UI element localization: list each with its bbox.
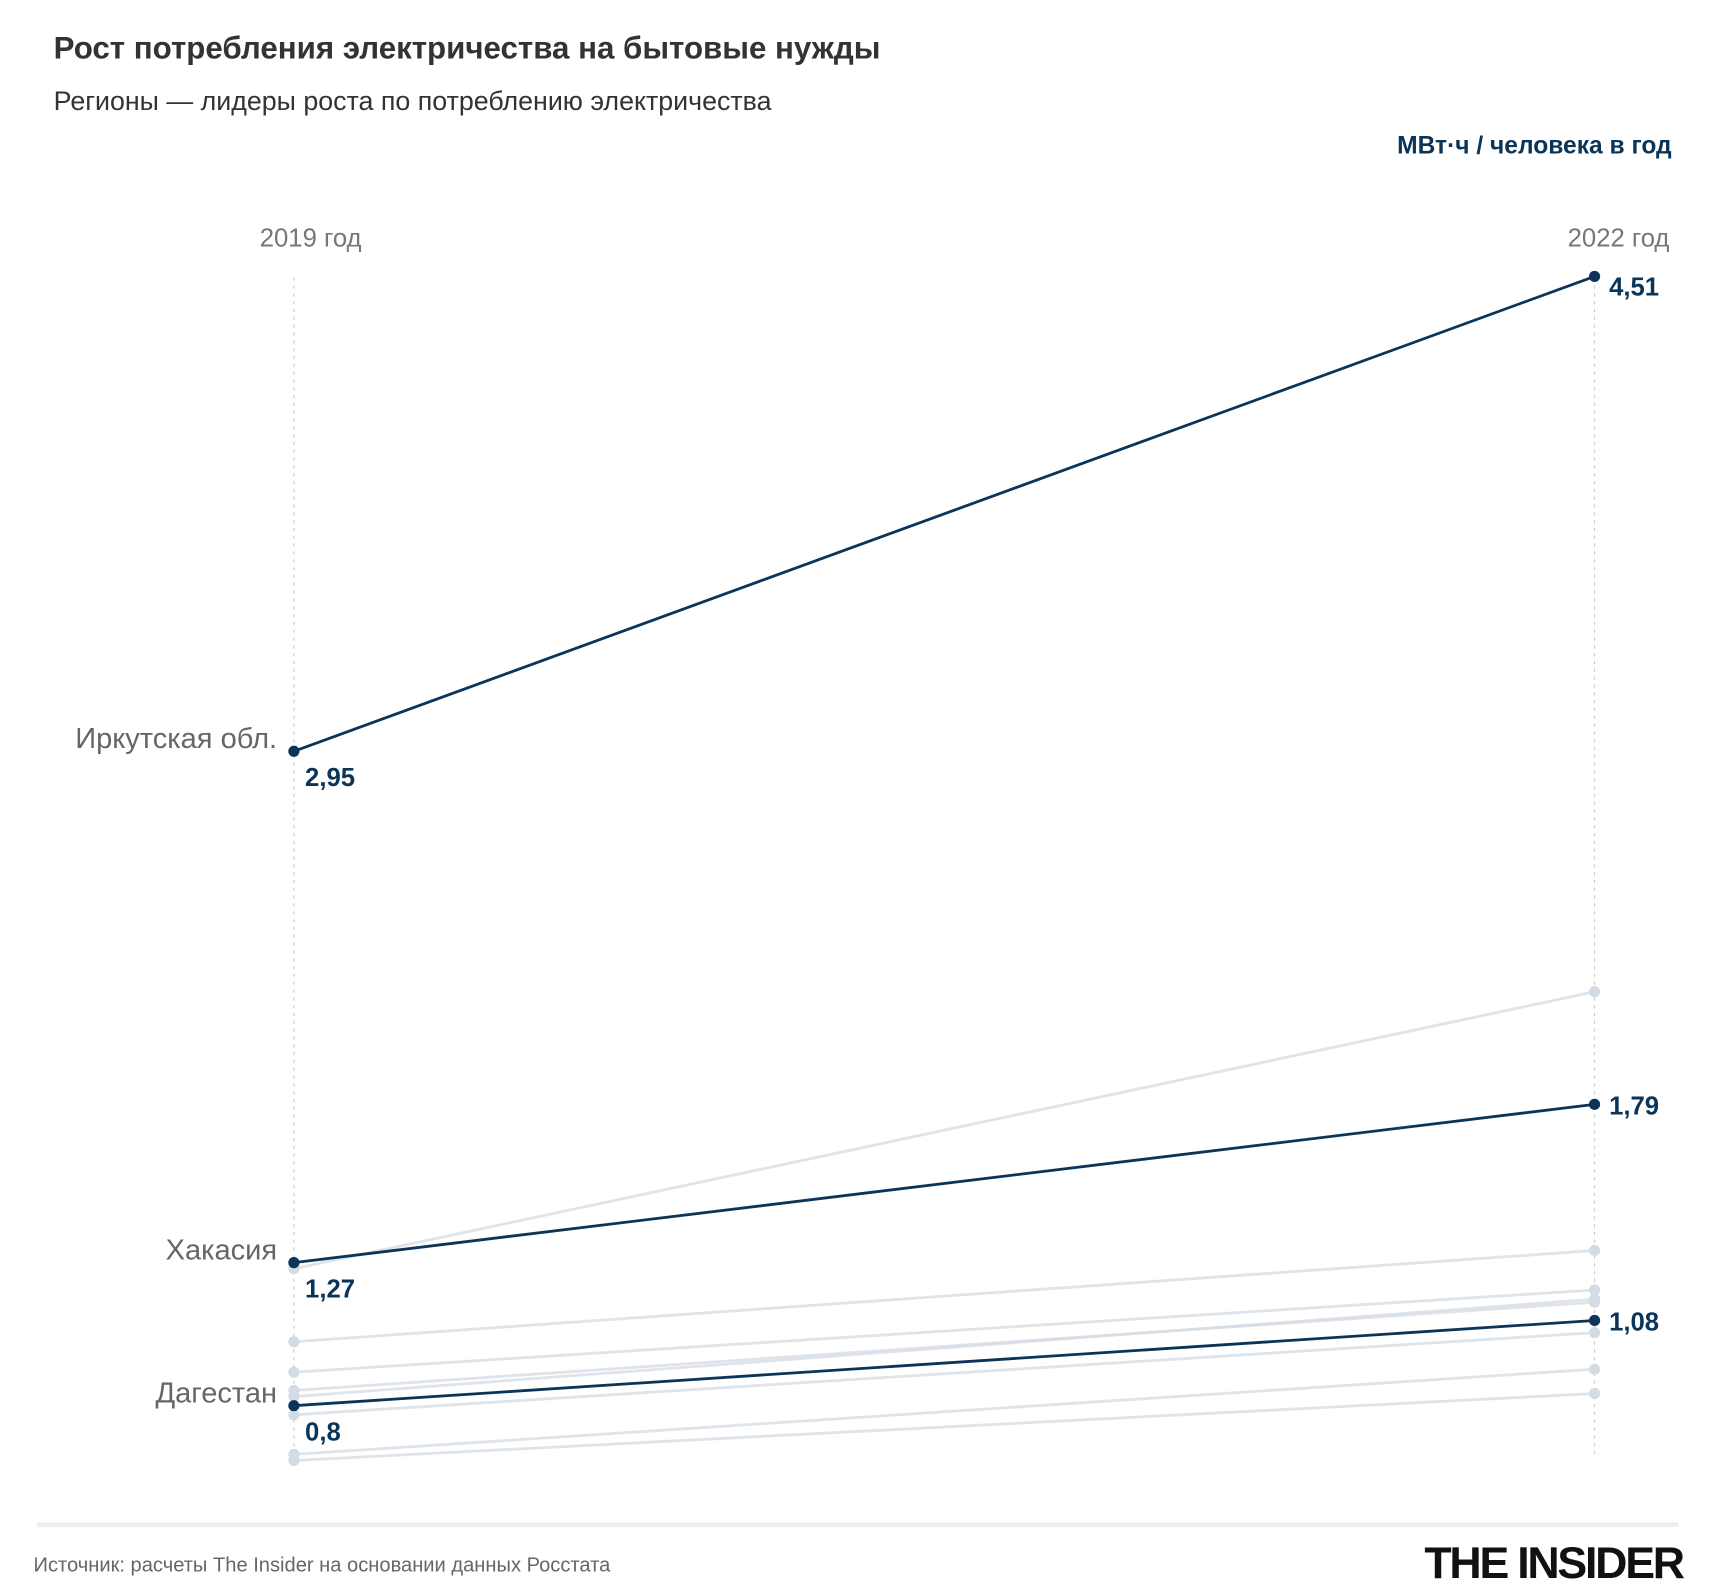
other-region-line [293, 1300, 1595, 1392]
other-region-line [293, 1392, 1595, 1462]
region-label: Дагестан [155, 1377, 277, 1409]
other-region-start-point [288, 1390, 300, 1403]
highlight-line [293, 1319, 1595, 1408]
other-region-end-point [1588, 1363, 1601, 1375]
highlight-end-point [1588, 1098, 1601, 1110]
footer-divider [36, 1522, 1679, 1527]
region-label: Хакасия [166, 1234, 278, 1266]
chart-title: Рост потребления электричества на бытовы… [54, 31, 881, 66]
other-region-end-point [1588, 1284, 1601, 1296]
highlight-end-point [1588, 1314, 1601, 1327]
the-insider-logo: THE INSIDER [1424, 1539, 1684, 1582]
other-region-end-point [1588, 1244, 1601, 1257]
chart-subtitle: Регионы — лидеры роста по потреблению эл… [54, 86, 772, 116]
other-region-line [293, 990, 1595, 1271]
end-value-label: 1,08 [1609, 1309, 1659, 1337]
other-region-line [293, 1297, 1595, 1398]
other-region-line [293, 1249, 1595, 1344]
source-note: Источник: расчеты The Insider на основан… [34, 1555, 612, 1577]
start-value-label: 1,27 [305, 1275, 355, 1303]
highlight-line [293, 1102, 1595, 1265]
other-region-start-point [288, 1336, 300, 1348]
start-value-label: 0,8 [305, 1418, 341, 1446]
highlight-line [293, 275, 1596, 753]
other-region-end-point [1588, 986, 1601, 998]
unit-label: МВт·ч / человека в год [1397, 133, 1672, 160]
other-region-start-point [288, 1409, 300, 1421]
other-region-line [293, 1288, 1595, 1374]
start-value-label: 2,95 [305, 764, 355, 792]
other-region-end-point [1588, 1293, 1601, 1305]
x-label-2019: 2019 год [260, 224, 362, 252]
other-region-end-point [1588, 1387, 1601, 1400]
highlight-end-point [1588, 270, 1601, 283]
highlight-start-point [288, 745, 300, 757]
highlight-start-point [288, 1257, 300, 1269]
end-value-label: 4,51 [1609, 273, 1659, 301]
highlight-start-point [288, 1400, 300, 1412]
other-region-line [293, 1367, 1595, 1456]
end-value-label: 1,79 [1609, 1092, 1659, 1120]
other-region-end-point [1588, 1327, 1601, 1339]
x-label-2022: 2022 год [1568, 224, 1670, 252]
other-region-start-point [288, 1366, 300, 1378]
region-label: Иркутская обл. [75, 723, 277, 755]
other-region-line [293, 1331, 1595, 1417]
other-region-start-point [288, 1454, 300, 1467]
